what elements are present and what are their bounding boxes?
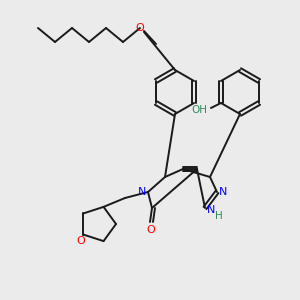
Text: N: N — [207, 205, 215, 215]
Text: O: O — [136, 23, 144, 33]
Text: N: N — [219, 187, 227, 197]
Text: N: N — [138, 187, 146, 197]
Text: OH: OH — [191, 105, 207, 115]
Text: O: O — [147, 225, 155, 235]
Text: O: O — [76, 236, 85, 246]
Text: H: H — [215, 211, 223, 221]
